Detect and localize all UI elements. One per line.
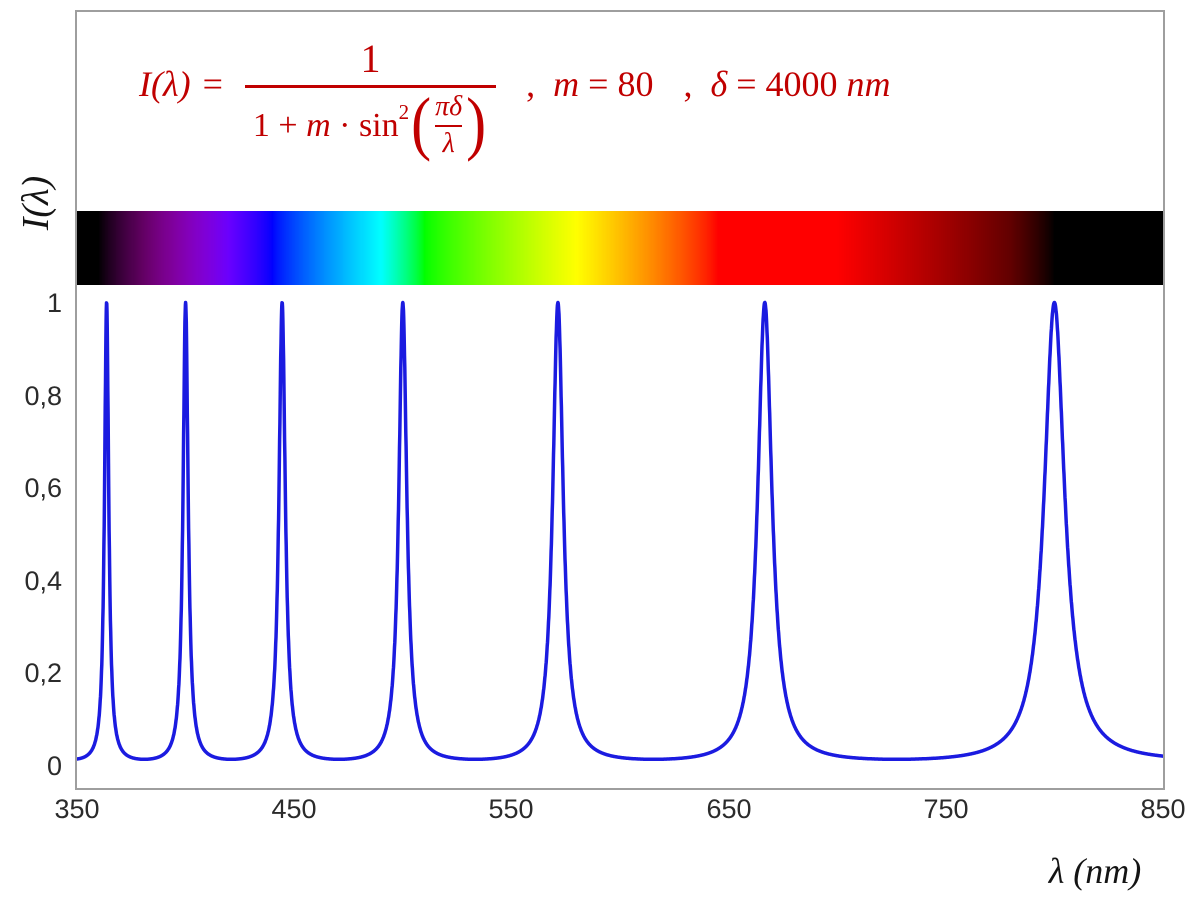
den-variable-m: m (306, 106, 331, 144)
param-delta-var: δ (710, 63, 728, 104)
comma-separator-1: , (526, 63, 536, 104)
param-m: m = 80 (553, 63, 653, 105)
den-constant: 1 + (252, 106, 307, 144)
den-sin: · sin (330, 106, 399, 144)
spectrum-bar-canvas (77, 211, 1163, 285)
x-axis-labels: 350 450 550 650 750 850 (0, 794, 1200, 828)
formula: I(λ) = 1 1 + m · sin 2 ( πδ λ ) (139, 36, 891, 160)
big-paren-close: ) (466, 83, 487, 162)
fraction-numerator: 1 (360, 36, 381, 81)
x-axis-title: λ (nm) (1048, 851, 1142, 891)
param-delta-value: = 4000 (727, 63, 847, 104)
equals-sign: = (202, 63, 223, 104)
y-tick-label: 0,8 (24, 381, 62, 411)
x-tick-label: 550 (488, 794, 534, 824)
inner-fraction-numerator: πδ (435, 91, 463, 122)
x-tick-label: 850 (1140, 794, 1186, 824)
param-m-var: m (553, 63, 580, 104)
formula-lhs: I(λ) (139, 63, 191, 104)
y-tick-label: 0 (46, 751, 62, 781)
param-m-value: = 80 (579, 63, 654, 104)
sin-superscript: 2 (398, 100, 410, 125)
y-tick-label: 0,6 (24, 473, 62, 503)
chart-frame: I(λ) = 1 1 + m · sin 2 ( πδ λ ) (75, 10, 1165, 790)
y-axis-title: I(λ) (15, 175, 57, 231)
inner-fraction-bar (435, 124, 463, 127)
intensity-curve-svg (77, 300, 1163, 762)
fraction-bar (244, 85, 497, 88)
x-tick-label: 450 (271, 794, 317, 824)
main-fraction: 1 1 + m · sin 2 ( πδ λ ) (244, 36, 497, 162)
x-tick-label: 350 (54, 794, 100, 824)
inner-fraction-denominator: λ (442, 127, 455, 159)
comma-separator-2: , (683, 63, 693, 104)
y-tick-label: 1 (46, 288, 62, 318)
x-tick-label: 750 (923, 794, 969, 824)
y-tick-label: 0,4 (24, 566, 62, 596)
x-tick-label: 650 (706, 794, 752, 824)
fraction-denominator: 1 + m · sin 2 ( πδ λ ) (245, 83, 496, 162)
param-delta: δ = 4000 nm (710, 63, 890, 105)
param-delta-unit: nm (846, 63, 891, 104)
inner-fraction: πδ λ (435, 91, 463, 160)
y-tick-label: 0,2 (24, 658, 62, 688)
big-paren-open: ( (411, 83, 432, 162)
